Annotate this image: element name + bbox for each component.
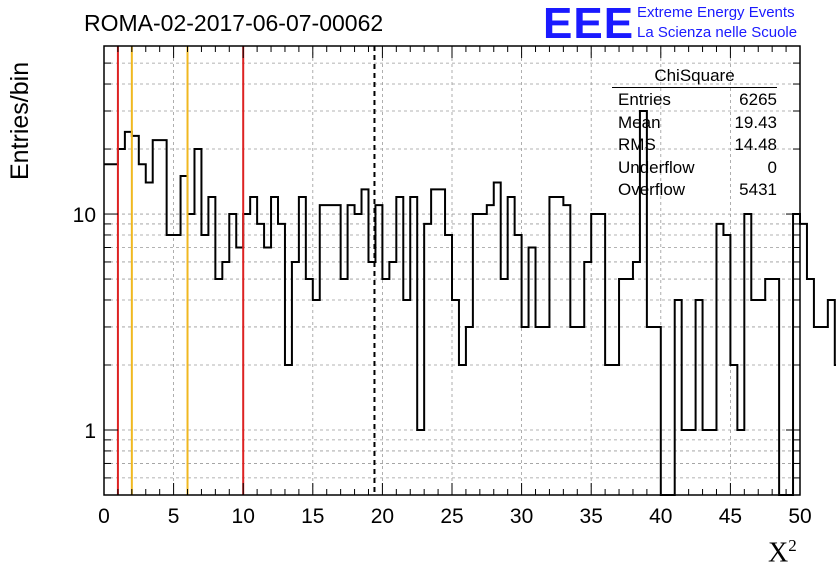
- x-tick-label: 35: [580, 505, 603, 528]
- x-tick-label: 5: [168, 505, 180, 528]
- chart-title: ROMA-02-2017-06-07-00062: [84, 10, 384, 36]
- x-tick-label: 0: [98, 505, 110, 528]
- x-tick-labels: 0 5 10 15 20 25 30 35 40 45 50: [98, 505, 812, 528]
- stats-row-mean: Mean 19.43: [618, 112, 777, 132]
- y-tick-labels: 1 10: [73, 204, 96, 443]
- stats-box: ChiSquare Entries 6265 Mean 19.43 RMS 14.48…: [612, 66, 777, 202]
- stats-row-underflow: Underflow 0: [618, 157, 777, 177]
- stats-row-rms: RMS 14.48: [618, 135, 777, 154]
- x-tick-label: 20: [371, 505, 394, 528]
- histogram: [104, 110, 836, 496]
- eee-logo: EEE: [543, 0, 635, 48]
- logo-line-2: La Scienza nelle Scuole: [637, 24, 798, 41]
- y-tick-label: 1: [84, 420, 96, 443]
- stats-title: ChiSquare: [612, 66, 777, 88]
- x-tick-label: 15: [301, 505, 324, 528]
- y-tick-label: 10: [73, 204, 96, 227]
- x-tick-label: 30: [510, 505, 533, 528]
- stats-row-overflow: Overflow 5431: [618, 180, 777, 199]
- x-tick-label: 40: [649, 505, 672, 528]
- x-tick-label: 10: [232, 505, 255, 528]
- grid-lines: [104, 46, 800, 495]
- axis-ticks: [103, 46, 801, 495]
- stats-row-entries: Entries 6265: [618, 90, 777, 109]
- logo-line-1: Extreme Energy Events: [637, 4, 795, 21]
- marker-lines: [116, 46, 376, 495]
- x-tick-label: 45: [719, 505, 742, 528]
- x-tick-label: 25: [440, 505, 463, 528]
- y-axis-label: Entries/bin: [6, 61, 34, 180]
- histogram-step-line: [104, 110, 836, 496]
- x-tick-label: 50: [788, 505, 811, 528]
- x-axis-label: X2: [768, 536, 797, 569]
